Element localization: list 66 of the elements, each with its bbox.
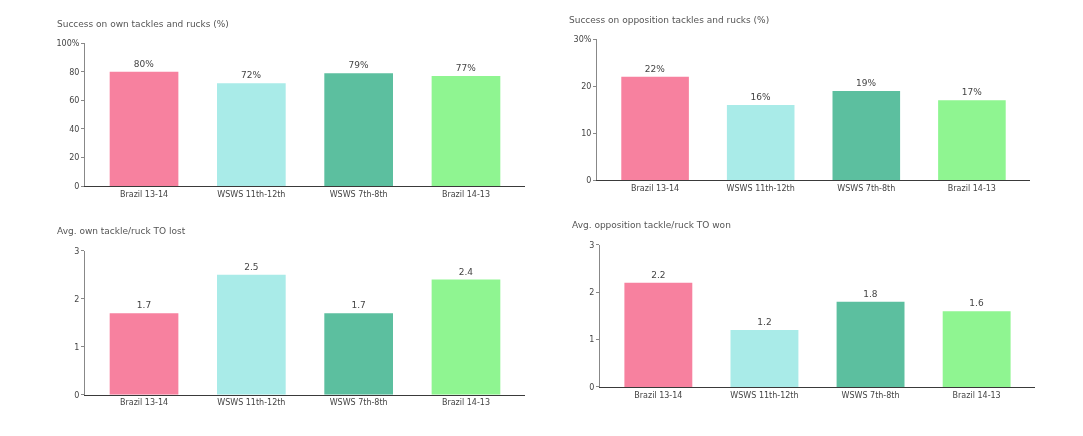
x-tick-label: Brazil 14-13 (952, 390, 1001, 400)
y-tick-label: 40 (69, 124, 80, 134)
y-tick-label: 60 (69, 96, 80, 106)
bar (217, 274, 286, 395)
y-tick-label: 3 (589, 240, 595, 250)
x-tick-label: WSWS 7th-8th (329, 398, 388, 408)
data-label: 19% (856, 77, 877, 88)
bar (726, 105, 795, 181)
bar (431, 279, 501, 395)
y-tick-label: 80 (69, 67, 80, 77)
data-label: 1.8 (863, 288, 878, 299)
x-tick-label: WSWS 11th-12th (217, 189, 286, 199)
y-tick-label: 2 (74, 294, 80, 304)
x-tick-label: WSWS 7th-8th (837, 183, 896, 193)
bar (938, 100, 1006, 181)
bar (730, 330, 799, 387)
y-tick-label: 20 (69, 153, 80, 163)
data-label: 1.7 (351, 300, 366, 311)
data-label: 1.2 (757, 317, 772, 328)
x-tick-label: WSWS 11th-12th (726, 183, 795, 193)
data-label: 80% (133, 58, 155, 69)
y-tick-label: 3 (74, 246, 80, 256)
chart-title: Success on opposition tackles and rucks (%) (569, 15, 770, 25)
data-label: 1.7 (136, 300, 152, 311)
data-label: 72% (241, 70, 262, 81)
data-label: 22% (644, 63, 666, 74)
x-tick-label: Brazil 14-13 (947, 183, 996, 193)
data-label: 17% (961, 87, 983, 98)
data-label: 2.4 (458, 266, 474, 277)
y-tick-label: 0 (586, 176, 592, 186)
bar (624, 282, 693, 387)
bar (324, 313, 393, 395)
chart-title: Avg. opposition tackle/ruck TO won (572, 220, 731, 230)
y-tick-label: 1 (74, 342, 80, 352)
bar (836, 301, 905, 387)
bar (832, 90, 901, 181)
y-tick-label: 0 (74, 181, 80, 191)
y-tick-label: 0 (589, 382, 595, 392)
y-tick-label: 30% (573, 35, 592, 45)
bar (621, 76, 689, 181)
data-label: 16% (750, 92, 771, 103)
data-label: 77% (455, 63, 477, 74)
chart-title: Avg. own tackle/ruck TO lost (57, 226, 186, 236)
x-tick-label: WSWS 7th-8th (841, 390, 900, 400)
data-label: 1.6 (969, 298, 984, 309)
data-label: 79% (348, 60, 369, 71)
data-label: 2.2 (651, 269, 666, 280)
x-tick-label: Brazil 13-14 (119, 189, 169, 199)
bar (942, 311, 1011, 387)
y-tick-label: 1 (589, 335, 595, 345)
y-tick-label: 2 (589, 288, 595, 298)
chart-title: Success on own tackles and rucks (%) (57, 19, 229, 29)
x-tick-label: Brazil 14-13 (441, 398, 491, 408)
y-tick-label: 100% (56, 38, 80, 48)
x-tick-label: Brazil 13-14 (631, 183, 680, 193)
data-label: 2.5 (244, 261, 259, 272)
y-tick-label: 10 (581, 129, 592, 139)
y-tick-label: 20 (581, 82, 592, 92)
x-tick-label: Brazil 14-13 (441, 189, 491, 199)
x-tick-label: WSWS 7th-8th (329, 189, 388, 199)
x-tick-label: WSWS 11th-12th (730, 390, 799, 400)
y-tick-label: 0 (74, 390, 80, 400)
x-tick-label: Brazil 13-14 (119, 398, 169, 408)
bar (109, 313, 179, 395)
x-tick-label: WSWS 11th-12th (217, 398, 286, 408)
x-tick-label: Brazil 13-14 (634, 390, 683, 400)
